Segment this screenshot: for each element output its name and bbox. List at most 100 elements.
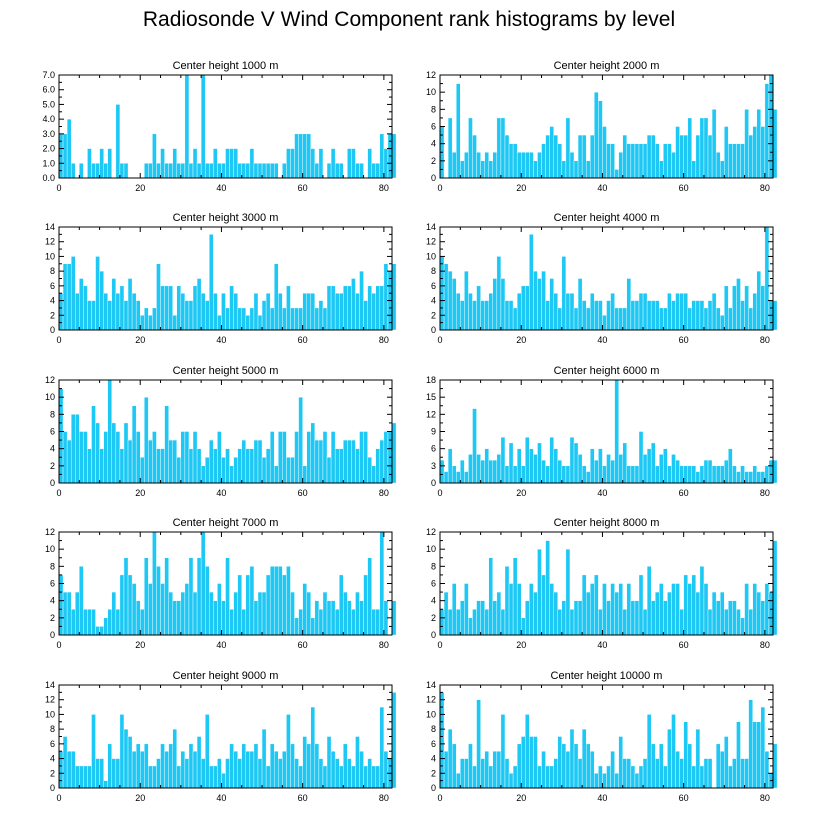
panel-7-bar-46 (245, 574, 251, 636)
panel-2-bar-35 (581, 134, 587, 179)
panel-10-bar-79 (760, 706, 766, 789)
panel-8-bar-32 (569, 609, 575, 636)
panel-10-bar-51 (646, 714, 652, 789)
panel-7-bar-43 (233, 591, 238, 636)
panel-10-bar-47 (630, 765, 636, 789)
panel-6-bar-6 (464, 471, 469, 484)
panel-9-bar-63 (314, 743, 320, 789)
panel-6-bar-19 (516, 448, 522, 484)
panel-2-xtick-label-80: 80 (760, 183, 770, 193)
panel-10-bar-29 (557, 736, 563, 789)
panel-8-bar-17 (508, 583, 514, 636)
panel-6-bar-32 (569, 437, 575, 484)
panel-2-xtick-label-0: 0 (437, 183, 442, 193)
panel-8-ytick-label-3: 6 (431, 579, 436, 589)
panel-8-bar-28 (553, 591, 558, 636)
panel-2-bar-58 (675, 126, 680, 179)
panel-1-bar-72 (351, 148, 356, 179)
panel-7-bar-8 (91, 609, 96, 636)
panel-3-ytick-label-6: 12 (45, 237, 55, 247)
panel-8-bar-71 (728, 600, 733, 636)
panel-7-bar-18 (131, 583, 137, 636)
panel-4-bar-36 (586, 307, 591, 331)
panel-10-bar-82 (772, 743, 778, 789)
panel-5-bar-63 (314, 439, 320, 484)
panel-9-title: Center height 9000 m (173, 670, 279, 682)
panel-1-xtick-label-0: 0 (56, 183, 61, 193)
panel-4-bar-62 (691, 300, 697, 331)
panel-2-bar-22 (529, 152, 534, 179)
panel-2-bar-67 (711, 109, 717, 179)
panel-10-bar-22 (529, 736, 534, 789)
panel-5-xtick-label-40: 40 (216, 488, 226, 498)
panel-7-bar-27 (168, 591, 173, 636)
panel-6-bar-66 (707, 459, 713, 484)
panel-5-bar-21 (144, 396, 149, 484)
panel-2-bar-76 (748, 134, 753, 179)
panel-7-ytick-label-6: 12 (45, 527, 55, 537)
panel-9-bar-3 (70, 751, 76, 789)
panel-3-bar-57 (290, 307, 295, 331)
panel-2-bar-55 (663, 143, 668, 179)
panel-5-xtick-label-20: 20 (135, 488, 145, 498)
panel-10-bar-8 (472, 765, 477, 789)
panel-6-bar-33 (573, 442, 579, 484)
panel-4-bar-73 (736, 278, 741, 331)
panel-3-bar-11 (103, 293, 108, 331)
panel-5-bar-7 (87, 448, 92, 484)
panel-2-bar-25 (541, 143, 546, 179)
panel-8-bar-51 (646, 566, 652, 636)
panel-7-bar-10 (99, 626, 104, 636)
panel-1-bar-25 (160, 148, 165, 179)
panel-3-bar-17 (127, 278, 133, 331)
panel-4-ytick-label-5: 10 (426, 251, 436, 261)
panel-3-bar-3 (70, 256, 76, 331)
panel-7-bar-1 (62, 591, 68, 636)
panel-5-bar-66 (326, 457, 332, 484)
panel-1-bar-77 (371, 163, 376, 179)
panel-6-bar-3 (451, 465, 457, 484)
panel-9-xtick-label-80: 80 (379, 793, 389, 803)
panel-10-bar-54 (659, 743, 664, 789)
panel-7-bar-47 (249, 566, 255, 636)
panel-10-bar-5 (460, 758, 465, 789)
panel-8-bar-26 (545, 540, 550, 636)
panel-3-bar-41 (225, 307, 230, 331)
panel-10-bar-28 (553, 758, 558, 789)
panel-7-bar-3 (70, 609, 76, 636)
panel-9-bar-73 (355, 736, 360, 789)
panel-5-bar-41 (225, 448, 230, 484)
panel-9-bar-27 (168, 743, 173, 789)
panel-8-title: Center height 8000 m (554, 517, 660, 529)
panel-1-bar-32 (188, 163, 194, 179)
panel-3-bar-31 (184, 300, 190, 331)
panel-3-bar-5 (79, 278, 84, 331)
panel-10-ytick-label-0: 0 (431, 783, 436, 793)
panel-8-ytick-label-0: 0 (431, 630, 436, 640)
panel-6-xtick-label-20: 20 (516, 488, 526, 498)
panel-5-bar-24 (156, 448, 161, 484)
panel-5-ytick-label-1: 2 (50, 461, 55, 471)
panel-7-bar-17 (127, 574, 133, 636)
panel-4-bar-54 (659, 307, 664, 331)
panel-9-bar-35 (200, 758, 206, 789)
panel-6-bar-61 (687, 465, 692, 484)
panel-1-bar-48 (253, 163, 259, 179)
panel-9-bar-56 (286, 714, 291, 789)
panel-8-bar-24 (537, 548, 542, 636)
panel-7-bar-76 (367, 557, 372, 636)
panel-2-bar-49 (638, 143, 644, 179)
panel-1-title: Center height 1000 m (173, 60, 279, 72)
panel-6-bar-13 (492, 459, 498, 484)
panel-6-bar-42 (610, 459, 615, 484)
panel-10-bar-9 (476, 699, 481, 789)
panel-9-bar-38 (213, 765, 218, 789)
panel-10-bar-45 (622, 758, 627, 789)
panel-3-bar-48 (253, 293, 259, 331)
panel-2-bar-13 (492, 152, 498, 179)
panel-2-bar-33 (573, 160, 579, 179)
panel-4-bar-66 (707, 300, 713, 331)
panel-3-bar-25 (160, 285, 165, 331)
panel-5-bar-51 (265, 448, 271, 484)
panel-10-bar-24 (537, 765, 542, 789)
